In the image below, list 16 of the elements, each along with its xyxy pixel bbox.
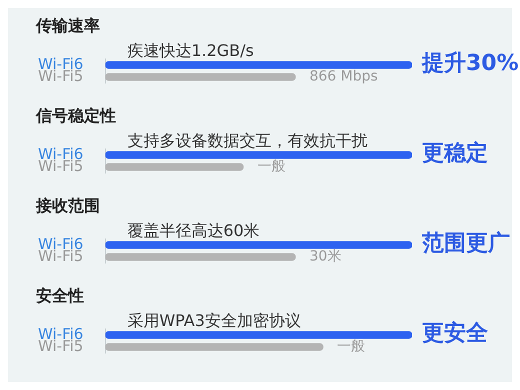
- annotation: 30米: [309, 248, 342, 265]
- annotation: 支持多设备数据交互，有效抗干扰: [127, 131, 368, 150]
- annotation: 覆盖半径高达60米: [127, 221, 260, 240]
- annotation: 疾速快达1.2GB/s: [127, 41, 254, 60]
- annotation: 866 Mbps: [309, 68, 378, 85]
- chart-title: 安全性: [35, 286, 85, 306]
- annotation: 采用WPA3安全加密协议: [127, 311, 301, 330]
- annotation: 一般: [337, 338, 366, 355]
- chart-title: 接收范围: [34, 196, 101, 216]
- chart-title: 信号稳定性: [34, 106, 117, 126]
- text: 范围更广: [422, 230, 510, 258]
- text: 提升30%: [422, 50, 519, 78]
- text: 更稳定: [422, 140, 488, 168]
- annotation: 一般: [257, 158, 286, 175]
- text: 更安全: [422, 320, 488, 348]
- chart-title: 传输速率: [34, 16, 101, 36]
